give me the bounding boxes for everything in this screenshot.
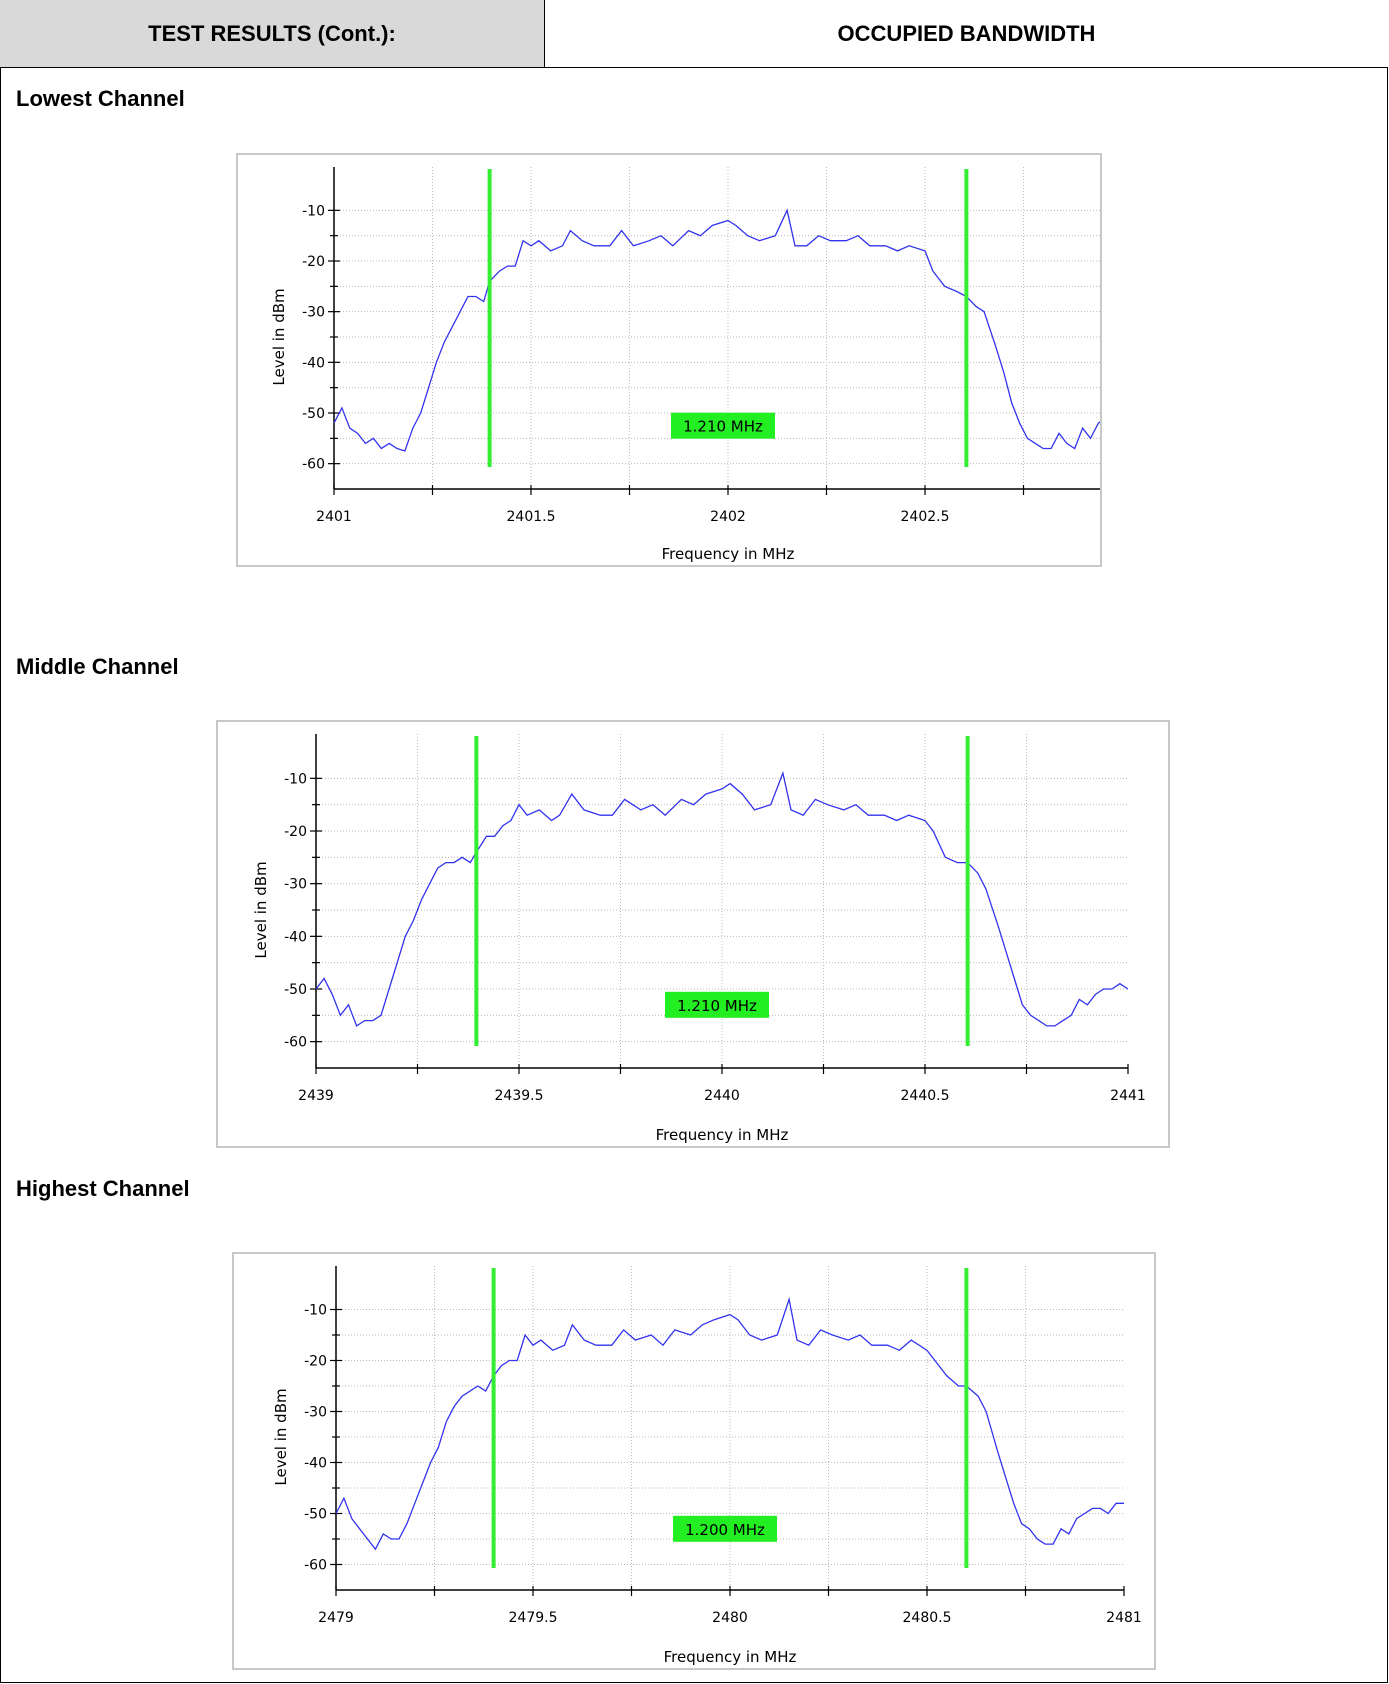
section-title-highest: Highest Channel bbox=[16, 1176, 190, 1201]
y-tick-label: -40 bbox=[284, 929, 307, 945]
header-test-results: TEST RESULTS (Cont.): bbox=[0, 0, 545, 68]
spectrum-trace bbox=[315, 770, 1129, 1027]
y-tick-label: -10 bbox=[284, 771, 307, 787]
x-tick-label: 2480.5 bbox=[903, 1610, 952, 1626]
y-tick-label: -10 bbox=[304, 1303, 327, 1319]
chart-svg: -10-20-30-40-50-6024012401.524022402.524… bbox=[270, 167, 1100, 563]
x-tick-label: 2401 bbox=[316, 509, 352, 525]
x-tick-label: 2440 bbox=[704, 1088, 740, 1104]
obw-label-box bbox=[673, 1515, 777, 1542]
x-axis-title: Frequency in MHz bbox=[664, 1648, 797, 1666]
y-tick-label: -20 bbox=[284, 824, 307, 840]
y-tick-label: -30 bbox=[284, 877, 307, 893]
x-axis-title: Frequency in MHz bbox=[656, 1126, 789, 1144]
section-title-middle: Middle Channel bbox=[16, 654, 179, 679]
y-tick-label: -50 bbox=[284, 982, 307, 998]
obw-label: 1.200 MHz bbox=[685, 1521, 765, 1539]
y-axis-title: Level in dBm bbox=[252, 861, 270, 958]
x-axis-title: Frequency in MHz bbox=[662, 545, 795, 563]
y-tick-label: -40 bbox=[302, 355, 325, 371]
y-axis-title: Level in dBm bbox=[270, 288, 288, 385]
x-tick-label: 2439 bbox=[298, 1088, 334, 1104]
chart-svg: -10 -20 -30 -40 -50 -60 2479 2479.5 2480 2480.5 24… bbox=[272, 1266, 1142, 1666]
obw-label: 1.210 MHz bbox=[683, 418, 763, 436]
y-tick-label: -50 bbox=[302, 406, 325, 422]
obw-label-box bbox=[671, 412, 775, 439]
x-tick-label: 2479 bbox=[318, 1610, 354, 1626]
header-occupied-bandwidth: OCCUPIED BANDWIDTH bbox=[545, 0, 1388, 68]
obw-label: 1.210 MHz bbox=[677, 997, 757, 1015]
x-tick-label: 2402 bbox=[710, 509, 746, 525]
y-tick-label: -30 bbox=[304, 1405, 327, 1421]
x-tick-label: 2479.5 bbox=[509, 1610, 558, 1626]
section-title-lowest: Lowest Channel bbox=[16, 86, 185, 111]
y-tick-label: -10 bbox=[302, 203, 325, 219]
y-tick-label: -60 bbox=[302, 457, 325, 473]
x-tick-label: 2481 bbox=[1106, 1610, 1142, 1626]
y-tick-label: -30 bbox=[302, 305, 325, 321]
chart-lowest-channel: -10-20-30-40-50-6024012401.524022402.524… bbox=[236, 153, 1102, 567]
y-tick-label: -20 bbox=[302, 254, 325, 270]
x-tick-label: 2402.5 bbox=[901, 509, 950, 525]
x-tick-label: 2439.5 bbox=[495, 1088, 544, 1104]
y-axis-title: Level in dBm bbox=[272, 1388, 290, 1485]
y-tick-label: -60 bbox=[284, 1035, 307, 1051]
x-tick-label: 2401.5 bbox=[507, 509, 556, 525]
y-tick-label: -40 bbox=[304, 1456, 327, 1472]
spectrum-trace bbox=[333, 208, 1100, 452]
obw-label-box bbox=[665, 991, 769, 1018]
y-tick-label: -60 bbox=[304, 1558, 327, 1574]
y-tick-label: -20 bbox=[304, 1354, 327, 1370]
x-tick-label: 2440.5 bbox=[901, 1088, 950, 1104]
x-tick-label: 2480 bbox=[712, 1610, 748, 1626]
x-tick-label: 2441 bbox=[1110, 1088, 1146, 1104]
spectrum-trace bbox=[335, 1296, 1124, 1551]
chart-middle-channel: -10 -20 -30 -40 -50 -60 2439 2439.5 2440 2440.5 24… bbox=[216, 720, 1170, 1148]
y-tick-label: -50 bbox=[304, 1507, 327, 1523]
chart-highest-channel: -10 -20 -30 -40 -50 -60 2479 2479.5 2480 2480.5 24… bbox=[232, 1252, 1156, 1670]
chart-svg: -10 -20 -30 -40 -50 -60 2439 2439.5 2440 2440.5 24… bbox=[252, 734, 1146, 1144]
